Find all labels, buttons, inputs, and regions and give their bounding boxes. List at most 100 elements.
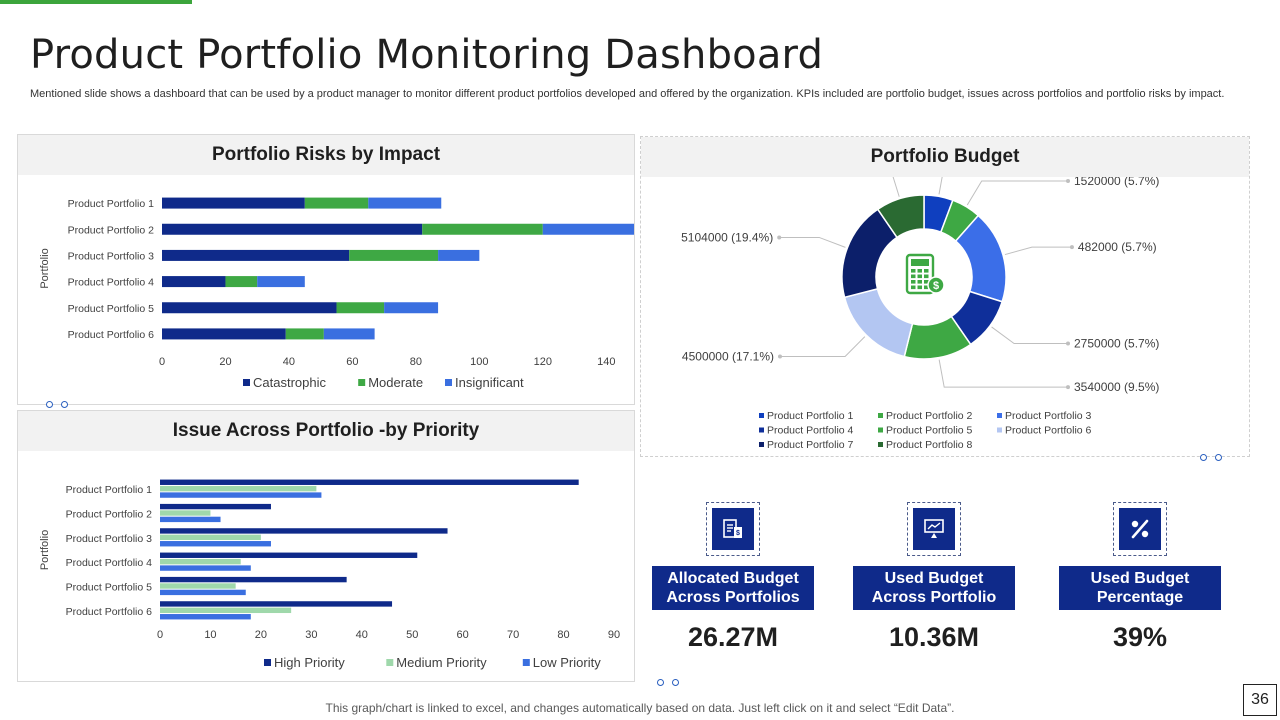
kpi-label: Used Budget Percentage (1059, 566, 1221, 610)
bar-low-priority (160, 614, 251, 620)
legend-label: Low Priority (533, 655, 601, 670)
x-tick-label: 10 (204, 629, 216, 641)
kpi-value: 39% (1112, 622, 1168, 652)
dot (657, 679, 664, 686)
budget-panel-dots (1200, 454, 1222, 461)
category-label: Product Portfolio 4 (66, 557, 153, 569)
x-tick-label: 120 (534, 356, 552, 368)
bar-catastrophic (162, 328, 286, 340)
legend-swatch-catastrophic (243, 379, 250, 386)
leader-line (938, 359, 1068, 388)
risks-panel: Portfolio Risks by Impact Portfolio Produ… (17, 134, 635, 405)
issues-panel-title: Issue Across Portfolio -by Priority (18, 411, 634, 451)
legend-swatch (878, 442, 883, 447)
legend-label: Product Portfolio 8 (886, 439, 973, 451)
kpi-icon-frame (1113, 502, 1167, 556)
bar-insignificant (438, 249, 480, 261)
risks-panel-title: Portfolio Risks by Impact (18, 135, 634, 175)
bar-moderate (349, 249, 439, 261)
x-tick-label: 60 (457, 629, 469, 641)
legend-label: Product Portfolio 2 (886, 410, 973, 422)
page-number: 36 (1243, 684, 1277, 716)
slice-label: 482000 (5.7%) (1078, 240, 1157, 254)
legend-label: Product Portfolio 7 (767, 439, 854, 451)
x-tick-label: 60 (346, 356, 358, 368)
category-label: Product Portfolio 2 (66, 509, 153, 521)
legend-swatch-high-priority (264, 659, 271, 666)
x-tick-label: 140 (597, 356, 615, 368)
risks-panel-dots (46, 401, 68, 408)
bar-medium-priority (160, 485, 317, 492)
category-label: Product Portfolio 3 (66, 533, 153, 545)
legend-swatch-insignificant (445, 379, 452, 386)
bar-catastrophic (162, 197, 305, 209)
budget-document-icon: $ (712, 508, 754, 550)
legend-label: Catastrophic (253, 375, 326, 390)
slice-label: 5104000 (19.4%) (681, 230, 773, 244)
bar-low-priority (160, 589, 246, 596)
leader-dot (1069, 245, 1074, 250)
issues-chart: Portfolio Product Portfolio 1 Product Port… (39, 479, 620, 670)
leader-dot (777, 235, 782, 240)
svg-text:$: $ (736, 530, 740, 537)
leader-line (1004, 246, 1072, 256)
category-label: Product Portfolio 5 (66, 582, 153, 594)
category-label: Product Portfolio 3 (68, 250, 155, 262)
leader-dot (1066, 341, 1070, 346)
footer-note: This graph/chart is linked to excel, and… (325, 701, 955, 715)
bar-high-priority (160, 528, 448, 534)
legend-swatch (878, 413, 883, 418)
slice-label: 2750000 (5.7%) (1074, 337, 1159, 351)
bar-insignificant (384, 302, 439, 314)
leader-dot (1066, 179, 1070, 184)
calculator-key (924, 285, 929, 290)
category-label: Product Portfolio 5 (68, 303, 155, 315)
category-label: Product Portfolio 1 (68, 198, 155, 210)
dollar-coin (927, 276, 945, 294)
bar-catastrophic (162, 249, 350, 261)
dot (672, 679, 679, 686)
legend-label: High Priority (274, 655, 345, 670)
x-tick-label: 70 (507, 629, 519, 641)
bar-catastrophic (162, 302, 337, 314)
legend-swatch-moderate (358, 379, 366, 386)
legend-label: Medium Priority (396, 655, 487, 670)
category-label: Product Portfolio 4 (68, 277, 155, 289)
bar-moderate (304, 197, 369, 209)
kpi-used-budget: Used Budget Across Portfolio 10.36M (853, 502, 1015, 653)
legend-label: Product Portfolio 4 (767, 425, 854, 437)
bar-insignificant (323, 328, 375, 340)
calculator-key (917, 269, 922, 273)
calculator-key (917, 285, 922, 290)
category-label: Product Portfolio 6 (68, 329, 155, 341)
calculator-key (911, 285, 916, 290)
category-label: Product Portfolio 1 (66, 484, 153, 496)
x-tick-label: 20 (255, 629, 267, 641)
legend-label: Product Portfolio 1 (767, 410, 854, 422)
x-tick-label: 80 (557, 629, 569, 641)
calculator-key (924, 269, 929, 273)
legend-swatch (878, 427, 883, 433)
kpi-used-percentage: Used Budget Percentage 39% (1059, 502, 1221, 653)
bar-low-priority (160, 565, 251, 571)
legend-label: Moderate (368, 375, 423, 390)
bar-medium-priority (160, 558, 241, 565)
bar-high-priority (160, 576, 347, 583)
bar-moderate (225, 276, 258, 288)
calculator-key (911, 280, 916, 284)
bar-low-priority (160, 492, 322, 498)
calculator-screen (911, 259, 929, 266)
budget-panel: Portfolio Budget 1500000 (5.7%)1520000 (… (640, 136, 1250, 457)
category-label: Product Portfolio 6 (66, 606, 153, 618)
kpi-label: Allocated Budget Across Portfolios (652, 566, 814, 610)
presentation-hand-icon (913, 508, 955, 550)
legend-swatch (759, 427, 764, 433)
kpi-label: Used Budget Across Portfolio (853, 566, 1015, 610)
budget-chart: 1500000 (5.7%)1520000 (5.7%)482000 (5.7%… (681, 177, 1159, 451)
legend-swatch-low-priority (522, 659, 530, 666)
category-label: Product Portfolio 2 (68, 224, 155, 236)
bar-catastrophic (162, 276, 226, 288)
bar-moderate (422, 223, 543, 235)
x-tick-label: 0 (157, 629, 163, 641)
bar-medium-priority (160, 510, 211, 516)
